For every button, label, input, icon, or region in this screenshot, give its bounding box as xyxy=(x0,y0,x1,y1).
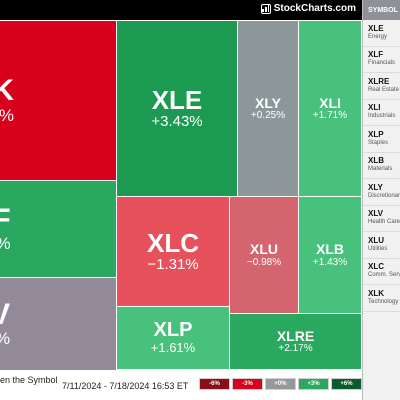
sidebar-sector: Utilities xyxy=(368,245,388,252)
sidebar-sector: Industrials xyxy=(368,113,396,120)
tile-symbol: LF xyxy=(0,204,11,236)
brand-logo[interactable]: StockCharts.com xyxy=(260,3,356,14)
sidebar-sector: Materials xyxy=(368,166,393,173)
tile-xlre[interactable]: XLRE +2.17% xyxy=(229,313,362,370)
tile-symbol: LV xyxy=(0,299,10,331)
symbol-sidebar: SYMBOL XLE Energy XLF Financials XLRE Re… xyxy=(362,0,400,400)
sidebar-sector: Energy xyxy=(368,33,388,40)
tile-change: 17% xyxy=(0,105,14,125)
footer-bar: en the Symbol 7/11/2024 - 7/18/2024 16:5… xyxy=(0,370,362,400)
sidebar-item-xlre[interactable]: XLRE Real Estate xyxy=(363,73,400,100)
tile-change: −0.98% xyxy=(246,256,282,268)
tile-xlk[interactable]: LK 17% xyxy=(0,20,117,181)
tile-change: +1.43% xyxy=(312,256,348,268)
sidebar-symbol: XLC xyxy=(368,262,384,272)
sidebar-symbol: XLV xyxy=(368,209,383,219)
sidebar-symbol: XLP xyxy=(368,129,384,139)
tile-xlu[interactable]: XLU −0.98% xyxy=(229,196,299,314)
tile-symbol: XLY xyxy=(255,94,281,111)
sidebar-item-xli[interactable]: XLI Industrials xyxy=(363,100,400,126)
tile-xlf[interactable]: LF 49% xyxy=(0,180,117,278)
legend-swatch-zero: +0% xyxy=(265,378,296,390)
sidebar-symbol: XLRE xyxy=(368,76,390,86)
tile-xly[interactable]: XLY +0.25% xyxy=(237,20,299,197)
tile-change: +1.71% xyxy=(312,110,348,122)
tile-change: −1.31% xyxy=(147,255,199,273)
legend-swatch-neg6: -6% xyxy=(199,378,230,390)
legend-swatch-pos6: +6% xyxy=(331,378,362,390)
tile-change: +1.61% xyxy=(150,340,196,356)
bar-chart-icon xyxy=(260,3,271,14)
brand-name: StockCharts.com xyxy=(273,3,356,14)
tile-xlv[interactable]: LV 16% xyxy=(0,277,117,370)
sidebar-item-xlc[interactable]: XLC Comm. Services xyxy=(363,259,400,285)
tile-change: +2.17% xyxy=(278,343,313,355)
color-legend: -6% -3% +0% +3% +6% xyxy=(199,378,362,390)
tile-change: +3.43% xyxy=(151,112,203,130)
sidebar-sector: Health Care xyxy=(368,219,400,226)
sidebar-item-xle[interactable]: XLE Energy xyxy=(363,20,400,47)
legend-swatch-pos3: +3% xyxy=(298,378,329,390)
sidebar-sector: Comm. Services xyxy=(368,272,400,279)
sidebar-item-xlu[interactable]: XLU Utilities xyxy=(363,232,400,259)
top-bar: StockCharts.com xyxy=(0,0,362,20)
tile-xli[interactable]: XLI +1.71% xyxy=(298,20,362,197)
tile-change: 16% xyxy=(0,330,10,349)
date-range: 7/11/2024 - 7/18/2024 16:53 ET xyxy=(62,381,189,391)
tile-symbol: XLU xyxy=(250,241,278,258)
tile-symbol: XLRE xyxy=(276,327,315,344)
tile-change: +0.25% xyxy=(250,110,286,122)
sidebar-item-xlp[interactable]: XLP Staples xyxy=(363,126,400,153)
sidebar-sector: Staples xyxy=(368,139,389,146)
tile-xle[interactable]: XLE +3.43% xyxy=(116,20,238,197)
tile-symbol: XLI xyxy=(319,94,341,111)
tile-symbol: XLP xyxy=(153,319,193,342)
sidebar-symbol: XLB xyxy=(368,156,384,166)
sidebar-sector: Financials xyxy=(368,60,396,67)
sidebar-symbol: XLU xyxy=(368,235,384,245)
tile-symbol: XLB xyxy=(316,241,344,258)
tile-change: 49% xyxy=(0,235,11,254)
tile-symbol: XLC xyxy=(147,227,199,258)
footer-hint: en the Symbol xyxy=(0,375,58,385)
sidebar-item-xlf[interactable]: XLF Financials xyxy=(363,47,400,73)
sidebar-symbol: XLF xyxy=(368,50,384,60)
tile-symbol: LK xyxy=(0,75,14,107)
sidebar-item-xlk[interactable]: XLK Technology xyxy=(363,285,400,312)
sidebar-item-xlv[interactable]: XLV Health Care xyxy=(363,206,400,232)
sidebar-symbol: XLI xyxy=(368,103,381,113)
sidebar-header: SYMBOL xyxy=(363,0,400,20)
sector-heatmap: LK 17% LF 49% LV 16% XLE +3.43% XLY +0.2… xyxy=(0,20,362,370)
sidebar-sector: Real Estate xyxy=(368,86,400,93)
sidebar-symbol: XLY xyxy=(368,182,383,192)
sidebar-symbol: XLK xyxy=(368,288,384,298)
tile-xlb[interactable]: XLB +1.43% xyxy=(298,196,362,314)
sidebar-item-xlb[interactable]: XLB Materials xyxy=(363,153,400,179)
sidebar-item-xly[interactable]: XLY Discretionary xyxy=(363,179,400,206)
tile-symbol: XLE xyxy=(151,84,203,115)
sidebar-sector: Discretionary xyxy=(368,192,400,199)
sidebar-symbol: XLE xyxy=(368,23,384,33)
tile-xlc[interactable]: XLC −1.31% xyxy=(116,196,230,307)
tile-xlp[interactable]: XLP +1.61% xyxy=(116,306,230,370)
legend-swatch-neg3: -3% xyxy=(232,378,263,390)
sidebar-sector: Technology xyxy=(368,298,399,305)
